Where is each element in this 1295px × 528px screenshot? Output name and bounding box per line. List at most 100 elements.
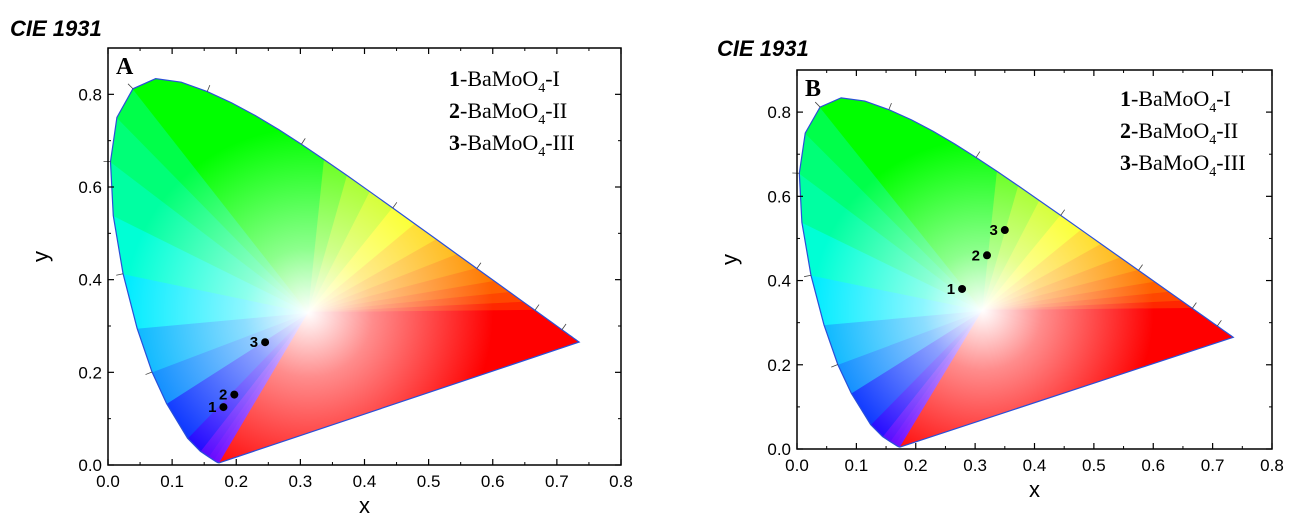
legend-suffix: -III bbox=[545, 130, 574, 155]
wavelength-tick bbox=[145, 371, 153, 375]
chromaticity-gamut bbox=[110, 78, 580, 463]
legend-formula: -BaMoO bbox=[460, 66, 538, 91]
x-tick-label: 0.5 bbox=[1082, 456, 1106, 475]
wavelength-tick bbox=[116, 273, 124, 276]
y-tick-label: 0.4 bbox=[78, 271, 102, 290]
legend-subscript: 4 bbox=[1209, 165, 1216, 180]
legend-subscript: 4 bbox=[538, 81, 545, 96]
y-tick-label: 0.2 bbox=[78, 363, 102, 382]
legend-entry: 1-BaMoO4-I bbox=[449, 66, 560, 96]
legend-number: 2 bbox=[449, 98, 460, 123]
wavelength-tick bbox=[804, 274, 812, 278]
legend-formula: -BaMoO bbox=[460, 98, 538, 123]
y-tick-label: 0.0 bbox=[767, 440, 791, 459]
legend-entry: 3-BaMoO4-III bbox=[449, 130, 575, 160]
legend-formula: -BaMoO bbox=[1131, 150, 1209, 175]
y-tick-label: 0.6 bbox=[767, 187, 791, 206]
wavelength-tick bbox=[975, 151, 981, 158]
x-tick-label: 0.3 bbox=[289, 472, 313, 491]
legend-suffix: -I bbox=[545, 66, 560, 91]
wavelength-tick bbox=[814, 101, 821, 108]
wavelength-tick bbox=[888, 102, 892, 110]
x-tick-label: 0.1 bbox=[160, 472, 184, 491]
legend-subscript: 4 bbox=[1209, 133, 1216, 148]
chart-title: CIE 1931 bbox=[717, 36, 809, 61]
x-tick-label: 0.0 bbox=[96, 472, 120, 491]
data-point-label: 1 bbox=[947, 281, 955, 298]
legend-suffix: -II bbox=[545, 98, 567, 123]
x-tick-label: 0.6 bbox=[481, 472, 505, 491]
x-tick-label: 0.8 bbox=[1260, 456, 1284, 475]
legend-formula: -BaMoO bbox=[1131, 86, 1209, 111]
y-tick-label: 0.0 bbox=[78, 456, 102, 475]
y-axis-label: y bbox=[717, 254, 742, 265]
wavelength-tick bbox=[127, 83, 134, 90]
wavelength-tick bbox=[1216, 320, 1222, 327]
x-tick-label: 0.1 bbox=[845, 456, 869, 475]
wavelength-tick bbox=[476, 262, 482, 269]
data-point bbox=[230, 390, 239, 399]
x-tick-label: 0.8 bbox=[609, 472, 633, 491]
data-point-label: 1 bbox=[208, 399, 216, 416]
data-point bbox=[219, 403, 228, 412]
panel-label: B bbox=[805, 76, 821, 102]
legend-number: 1 bbox=[449, 66, 460, 91]
legend-entry: 2-BaMoO4-II bbox=[1120, 118, 1238, 148]
legend-formula: -BaMoO bbox=[1131, 118, 1209, 143]
x-axis-label: x bbox=[359, 493, 370, 518]
x-tick-label: 0.7 bbox=[545, 472, 569, 491]
data-point bbox=[983, 251, 991, 260]
legend-number: 2 bbox=[1120, 118, 1131, 143]
wavelength-tick bbox=[831, 364, 838, 368]
x-axis-label: x bbox=[1029, 477, 1040, 502]
legend-entry: 3-BaMoO4-III bbox=[1120, 150, 1246, 180]
x-tick-label: 0.4 bbox=[1023, 456, 1047, 475]
y-tick-label: 0.8 bbox=[78, 85, 102, 104]
x-tick-label: 0.7 bbox=[1201, 456, 1225, 475]
legend-suffix: -II bbox=[1216, 118, 1238, 143]
data-point bbox=[1000, 226, 1009, 235]
x-tick-label: 0.6 bbox=[1141, 456, 1165, 475]
wavelength-tick bbox=[561, 323, 567, 330]
data-point-label: 2 bbox=[219, 387, 227, 404]
x-tick-label: 0.4 bbox=[353, 472, 377, 491]
x-tick-label: 0.2 bbox=[224, 472, 248, 491]
y-tick-label: 0.2 bbox=[767, 356, 791, 375]
spectral-locus-outline bbox=[798, 97, 1235, 448]
wavelength-tick bbox=[1138, 264, 1143, 271]
data-point-label: 3 bbox=[989, 222, 997, 239]
y-tick-label: 0.8 bbox=[767, 103, 791, 122]
legend-subscript: 4 bbox=[538, 145, 545, 160]
legend-suffix: -I bbox=[1216, 86, 1231, 111]
spectral-locus-outline bbox=[109, 78, 581, 464]
x-tick-label: 0.3 bbox=[963, 456, 987, 475]
legend-entry: 2-BaMoO4-II bbox=[449, 98, 567, 128]
panel-label: A bbox=[116, 54, 134, 80]
wavelength-tick bbox=[206, 84, 211, 92]
legend-number: 3 bbox=[449, 130, 460, 155]
x-tick-label: 0.0 bbox=[785, 456, 809, 475]
wavelength-tick bbox=[1191, 302, 1197, 309]
chart-panel-b: CIE 1931 0.0 0.1 0.2 0.3 0.4 0.5 0.6 0.7 0.8 0.0 0.… bbox=[717, 36, 1284, 502]
legend-entry: 1-BaMoO4-I bbox=[1120, 86, 1231, 116]
data-point-label: 2 bbox=[972, 247, 980, 264]
legend-formula: -BaMoO bbox=[460, 130, 538, 155]
y-tick-label: 0.4 bbox=[767, 272, 791, 291]
data-point bbox=[958, 284, 967, 293]
wavelength-tick bbox=[301, 138, 306, 145]
legend-subscript: 4 bbox=[1209, 101, 1216, 116]
wavelength-tick bbox=[534, 304, 540, 311]
wavelength-tick bbox=[1060, 209, 1066, 216]
legend-number: 1 bbox=[1120, 86, 1131, 111]
wavelength-tick bbox=[392, 202, 398, 209]
data-point bbox=[261, 338, 270, 347]
chart-title: CIE 1931 bbox=[10, 16, 102, 41]
y-axis-label: y bbox=[28, 251, 53, 262]
x-tick-label: 0.5 bbox=[417, 472, 441, 491]
legend-number: 3 bbox=[1120, 150, 1131, 175]
data-point-label: 3 bbox=[250, 334, 258, 351]
legend-subscript: 4 bbox=[538, 113, 545, 128]
chart-panel-a: CIE 1931 0.0 0.1 0.2 0.3 0.4 0.5 0.6 0.7 0.8 0.0 0.… bbox=[10, 16, 633, 518]
y-tick-label: 0.6 bbox=[78, 178, 102, 197]
